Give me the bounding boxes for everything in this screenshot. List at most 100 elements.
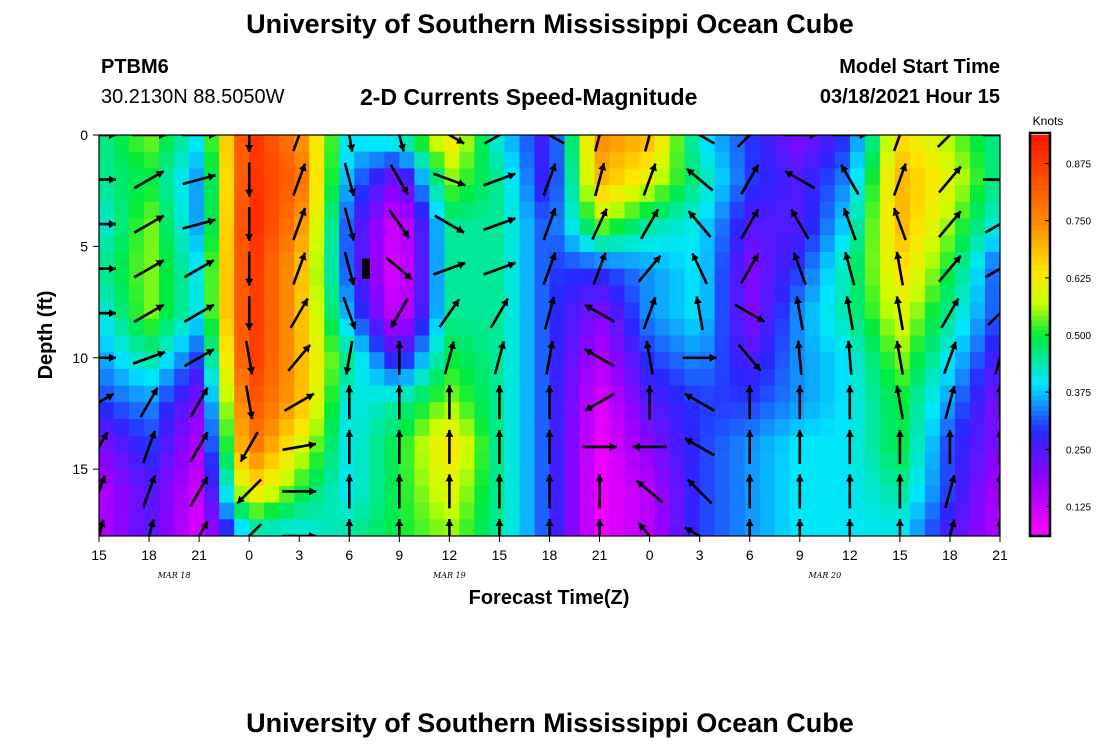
heatmap-cell <box>864 402 881 420</box>
heatmap-cell <box>204 469 220 487</box>
heatmap-cell <box>384 201 400 220</box>
heatmap-cell <box>129 318 145 337</box>
heatmap-cell <box>804 251 821 270</box>
colorbar-segment <box>1031 150 1049 156</box>
current-arrow <box>245 207 254 242</box>
current-arrow <box>938 165 962 194</box>
heatmap-cell <box>684 235 701 253</box>
heatmap-cell <box>969 435 986 454</box>
x-tick-label: 3 <box>295 547 303 563</box>
heatmap-cell <box>159 352 175 370</box>
heatmap-cell <box>729 168 746 186</box>
heatmap-cell <box>279 469 295 487</box>
current-arrow <box>183 348 215 368</box>
heatmap-cell <box>714 452 731 470</box>
heatmap-cell <box>594 502 611 520</box>
heatmap-cell <box>534 168 551 186</box>
heatmap-cell <box>339 485 355 504</box>
heatmap-cell <box>954 268 971 286</box>
heatmap-cell <box>519 135 536 153</box>
current-arrow <box>684 392 716 412</box>
current-arrow <box>495 519 504 536</box>
heatmap-cell <box>174 302 190 320</box>
station-id: PTBM6 <box>101 56 169 78</box>
heatmap-cell <box>564 318 581 337</box>
heatmap-cell <box>189 168 205 186</box>
current-arrow <box>99 475 107 496</box>
colorbar-segment <box>1031 230 1049 236</box>
heatmap-cell <box>159 335 175 353</box>
heatmap-cell <box>579 135 596 153</box>
x-tick-label: 12 <box>842 547 858 563</box>
colorbar-tick-label: 0.125 <box>1066 502 1091 513</box>
heatmap-cell <box>354 135 370 153</box>
heatmap-cell <box>489 402 506 420</box>
colorbar-segment <box>1031 455 1049 461</box>
colorbar-segment <box>1031 360 1049 366</box>
heatmap-cell <box>339 469 355 487</box>
heatmap-cell <box>669 502 686 520</box>
colorbar-segment <box>1031 305 1049 311</box>
heatmap-cell <box>639 452 656 470</box>
heatmap-cell <box>549 485 566 504</box>
heatmap-cell <box>339 435 355 454</box>
heatmap-cell <box>159 435 175 454</box>
heatmap-cell <box>414 268 430 286</box>
heatmap-cell <box>984 201 1000 220</box>
current-arrow <box>543 296 556 330</box>
heatmap-cell <box>894 469 911 487</box>
current-arrow <box>844 296 855 331</box>
heatmap-cell <box>264 385 280 403</box>
heatmap-cell <box>339 452 355 470</box>
heatmap-cell <box>714 352 731 370</box>
heatmap-cell <box>729 218 746 236</box>
heatmap-cell <box>744 218 761 236</box>
heatmap-cell <box>624 168 641 186</box>
current-arrow <box>132 135 167 139</box>
heatmap-cell <box>339 285 355 303</box>
current-arrow <box>940 297 960 329</box>
heatmap-cell <box>609 235 626 253</box>
colorbar-segment <box>1031 340 1049 346</box>
heatmap-cell <box>774 419 791 437</box>
heatmap-cell <box>309 469 325 487</box>
current-arrow <box>289 297 309 329</box>
heatmap-cell <box>129 469 145 487</box>
current-arrow <box>892 163 908 196</box>
heatmap-cell <box>519 485 536 504</box>
current-arrow <box>542 207 557 241</box>
heatmap-cell <box>504 352 521 370</box>
current-arrow <box>737 343 762 372</box>
heatmap-cell <box>984 368 1000 387</box>
heatmap-cell <box>864 302 881 320</box>
heatmap-cell <box>384 285 400 303</box>
colorbar-segment <box>1031 395 1049 401</box>
model-start-label: Model Start Time <box>839 56 1000 78</box>
heatmap-cell <box>804 185 821 203</box>
heatmap-cell <box>639 485 656 504</box>
heatmap-cell <box>489 435 506 454</box>
current-arrow <box>938 254 962 283</box>
heatmap-cell <box>564 185 581 203</box>
heatmap-cell <box>654 151 671 170</box>
heatmap-cell <box>624 352 641 370</box>
heatmap-cell <box>819 502 836 520</box>
heatmap-cell <box>549 135 566 153</box>
heatmap-cell <box>954 302 971 320</box>
current-arrow <box>845 519 854 536</box>
colorbar-segment <box>1031 225 1049 231</box>
heatmap-cell <box>249 268 265 286</box>
heatmap-cell <box>369 235 385 253</box>
heatmap-cell <box>744 135 761 153</box>
heatmap-cell <box>954 469 971 487</box>
heatmap-cell <box>939 201 956 220</box>
heatmap-cell <box>114 201 130 220</box>
heatmap-cell <box>549 185 566 203</box>
heatmap-cell <box>474 235 491 253</box>
heatmap-cell <box>384 368 400 387</box>
heatmap-cell <box>264 519 280 536</box>
heatmap-cell <box>114 469 130 487</box>
heatmap-cell <box>594 402 611 420</box>
heatmap-cell <box>954 452 971 470</box>
heatmap-cell <box>759 285 776 303</box>
